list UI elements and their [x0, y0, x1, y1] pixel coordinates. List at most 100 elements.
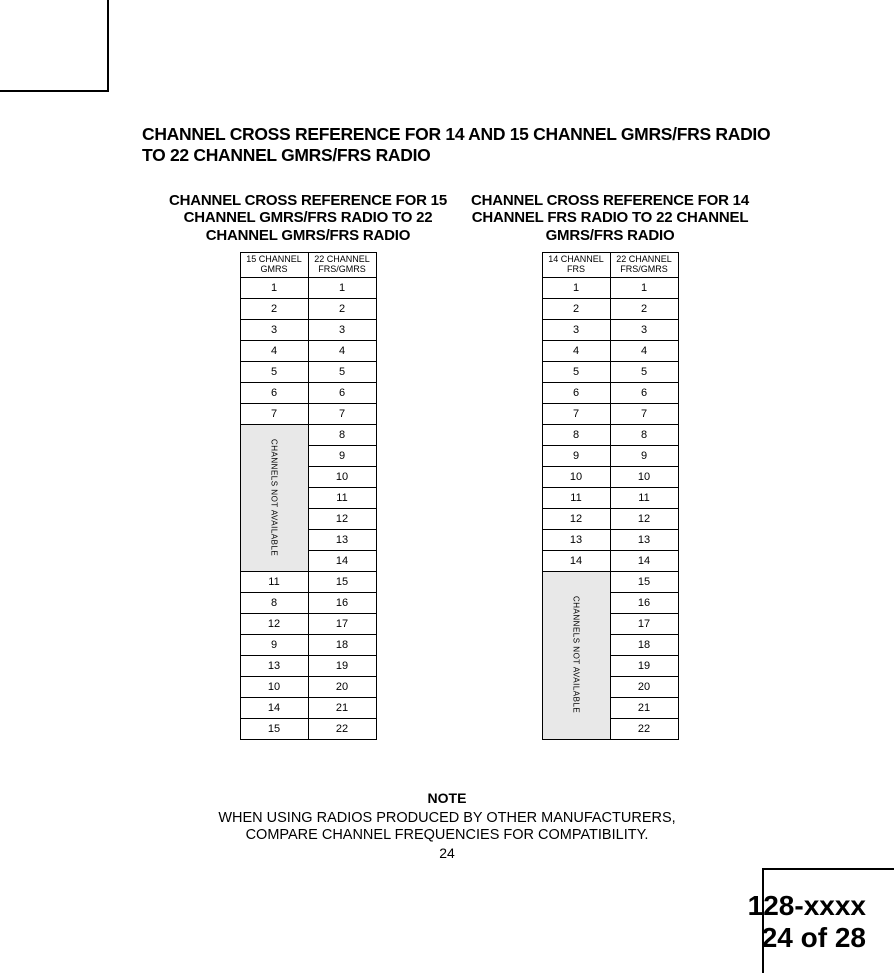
- table-cell: 4: [610, 340, 678, 361]
- table-cell: 8: [308, 424, 376, 445]
- table-row: 22: [240, 298, 376, 319]
- table-cell: 14: [610, 550, 678, 571]
- table-row: 1115: [240, 571, 376, 592]
- table-cell: 4: [542, 340, 610, 361]
- table-row: 99: [542, 445, 678, 466]
- table-cell: 11: [610, 487, 678, 508]
- channels-not-available-cell: CHANNELS NOT AVAILABLE: [542, 571, 610, 739]
- table-cell: 1: [542, 277, 610, 298]
- table-cell: 13: [240, 655, 308, 676]
- table-cell: 1: [240, 277, 308, 298]
- right-subtitle: CHANNEL CROSS REFERENCE FOR 14 CHANNEL F…: [460, 192, 760, 244]
- table-cell: 21: [610, 697, 678, 718]
- table-cell: 9: [308, 445, 376, 466]
- table-cell: 2: [240, 298, 308, 319]
- table-cell: 11: [240, 571, 308, 592]
- note-line: COMPARE CHANNEL FREQUENCIES FOR COMPATIB…: [246, 827, 649, 843]
- table-cell: 9: [240, 634, 308, 655]
- table-cell: 8: [542, 424, 610, 445]
- table-row: 55: [542, 361, 678, 382]
- table-cell: 7: [308, 403, 376, 424]
- table-cell: 18: [610, 634, 678, 655]
- page-number-inline: 24: [0, 845, 894, 861]
- table-row: 1414: [542, 550, 678, 571]
- table-cell: 15: [240, 718, 308, 739]
- table-row: 918: [240, 634, 376, 655]
- header-line: 22 CHANNEL: [314, 254, 370, 264]
- table-cell: 13: [542, 529, 610, 550]
- left-col2-header: 22 CHANNEL FRS/GMRS: [308, 252, 376, 277]
- left-table: 15 CHANNEL GMRS 22 CHANNEL FRS/GMRS 1122…: [240, 252, 377, 740]
- table-row: 11: [240, 277, 376, 298]
- table-row: 1111: [542, 487, 678, 508]
- crop-mark: [764, 868, 894, 870]
- crop-mark: [107, 0, 109, 92]
- table-row: 1319: [240, 655, 376, 676]
- table-cell: 7: [240, 403, 308, 424]
- table-cell: 13: [308, 529, 376, 550]
- table-cell: 2: [610, 298, 678, 319]
- header-line: FRS: [567, 264, 585, 274]
- header-line: 15 CHANNEL: [246, 254, 302, 264]
- table-cell: 10: [610, 466, 678, 487]
- table-row: 66: [240, 382, 376, 403]
- table-cell: 14: [542, 550, 610, 571]
- table-cell: 5: [308, 361, 376, 382]
- table-cell: 19: [610, 655, 678, 676]
- table-cell: 16: [308, 592, 376, 613]
- table-row: 1313: [542, 529, 678, 550]
- table-cell: 1: [308, 277, 376, 298]
- table-row: 33: [542, 319, 678, 340]
- table-row: 22: [542, 298, 678, 319]
- right-col2-header: 22 CHANNEL FRS/GMRS: [610, 252, 678, 277]
- table-cell: 21: [308, 697, 376, 718]
- table-row: 1217: [240, 613, 376, 634]
- table-cell: 9: [542, 445, 610, 466]
- table-cell: 6: [542, 382, 610, 403]
- header-line: 22 CHANNEL: [616, 254, 672, 264]
- table-cell: 5: [542, 361, 610, 382]
- right-column: CHANNEL CROSS REFERENCE FOR 14 CHANNEL F…: [460, 192, 760, 740]
- table-cell: 12: [240, 613, 308, 634]
- header-line: 14 CHANNEL: [548, 254, 604, 264]
- right-table: 14 CHANNEL FRS 22 CHANNEL FRS/GMRS 11223…: [542, 252, 679, 740]
- table-cell: 12: [542, 508, 610, 529]
- note-line: WHEN USING RADIOS PRODUCED BY OTHER MANU…: [218, 810, 675, 826]
- table-cell: 5: [240, 361, 308, 382]
- table-cell: 22: [308, 718, 376, 739]
- table-cell: 7: [610, 403, 678, 424]
- table-row: 33: [240, 319, 376, 340]
- table-cell: 9: [610, 445, 678, 466]
- page-root: CHANNEL CROSS REFERENCE FOR 14 AND 15 CH…: [0, 0, 894, 973]
- table-cell: 14: [240, 697, 308, 718]
- main-title: CHANNEL CROSS REFERENCE FOR 14 AND 15 CH…: [142, 124, 782, 166]
- table-cell: 19: [308, 655, 376, 676]
- table-cell: 11: [308, 487, 376, 508]
- table-cell: 11: [542, 487, 610, 508]
- table-cell: 10: [240, 676, 308, 697]
- table-cell: 22: [610, 718, 678, 739]
- table-row: CHANNELS NOT AVAILABLE8: [240, 424, 376, 445]
- table-cell: 20: [308, 676, 376, 697]
- table-cell: 2: [308, 298, 376, 319]
- left-column: CHANNEL CROSS REFERENCE FOR 15 CHANNEL G…: [158, 192, 458, 740]
- table-row: 1010: [542, 466, 678, 487]
- footer-page: 24 of 28: [748, 922, 866, 954]
- table-cell: 4: [308, 340, 376, 361]
- table-cell: 15: [308, 571, 376, 592]
- table-cell: 3: [542, 319, 610, 340]
- left-col1-header: 15 CHANNEL GMRS: [240, 252, 308, 277]
- table-cell: 2: [542, 298, 610, 319]
- table-cell: 1: [610, 277, 678, 298]
- note-label: NOTE: [0, 790, 894, 806]
- table-row: 816: [240, 592, 376, 613]
- right-col1-header: 14 CHANNEL FRS: [542, 252, 610, 277]
- table-row: 44: [542, 340, 678, 361]
- table-cell: 18: [308, 634, 376, 655]
- table-cell: 13: [610, 529, 678, 550]
- table-cell: 10: [308, 466, 376, 487]
- table-row: 1212: [542, 508, 678, 529]
- table-cell: 6: [240, 382, 308, 403]
- table-cell: 3: [240, 319, 308, 340]
- table-cell: 3: [610, 319, 678, 340]
